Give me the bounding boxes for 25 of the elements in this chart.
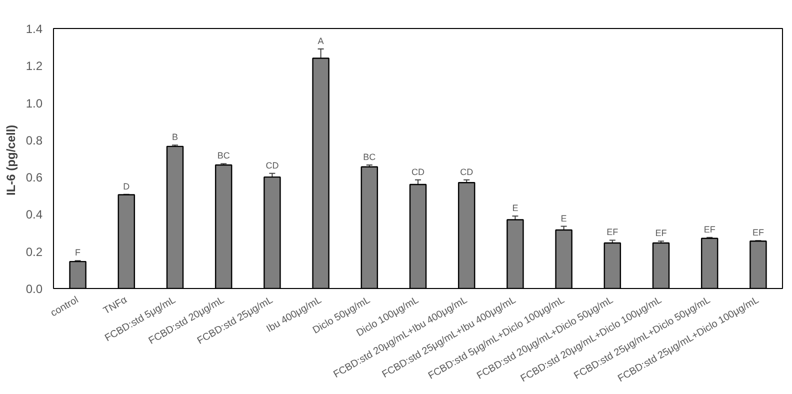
y-tick-label: 1.0 [26, 96, 43, 110]
annotation: F [75, 248, 82, 258]
annotation: B [172, 132, 178, 142]
annotation: CD [266, 160, 280, 170]
annotation: A [318, 36, 324, 46]
y-tick-label: 0.8 [26, 133, 43, 148]
annotation: E [512, 203, 518, 214]
y-tick-label: 1.4 [26, 22, 43, 36]
annotation: BC [217, 150, 230, 161]
annotation: D [123, 181, 130, 192]
y-tick-label: 0.6 [26, 170, 43, 185]
y-tick-label: 1.2 [26, 59, 43, 74]
y-tick-label: 0.2 [26, 244, 43, 259]
annotation: EF [606, 227, 619, 238]
annotation: CD [412, 166, 425, 177]
y-tick-label: 0.4 [26, 208, 43, 222]
annotation: BC [363, 152, 376, 162]
annotation: EF [655, 228, 668, 238]
annotation: E [560, 213, 567, 224]
annotation: CD [460, 166, 474, 177]
x-tick-label: TNFα [102, 294, 130, 317]
annotation: EF [704, 224, 716, 234]
y-axis-title: IL-6 (pg/cell) [4, 124, 18, 196]
y-tick-label: 0.0 [26, 282, 43, 296]
annotation: EF [752, 228, 764, 238]
